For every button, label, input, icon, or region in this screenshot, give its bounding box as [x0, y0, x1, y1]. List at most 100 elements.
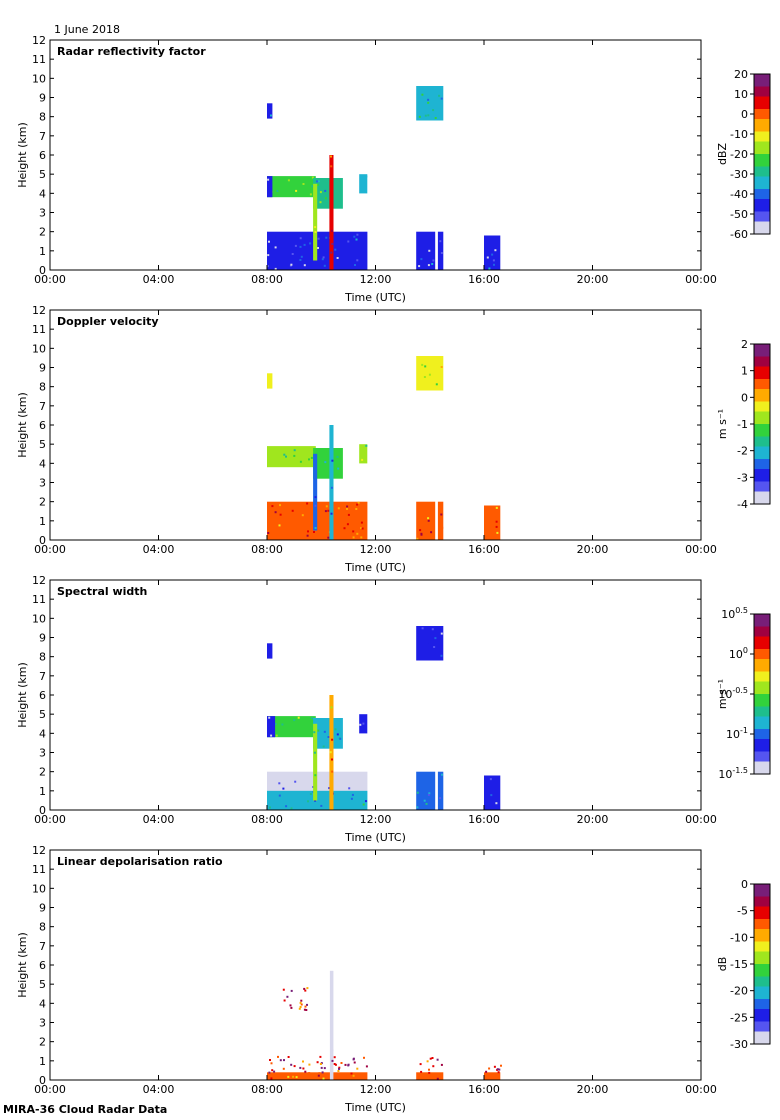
colorbar-segment [754, 761, 770, 765]
colorbar-segment [754, 391, 770, 395]
echo-region [313, 448, 343, 479]
echo-pixel [293, 719, 296, 722]
colorbar-segment [754, 1006, 770, 1010]
echo-texture [270, 1072, 359, 1080]
echo-pixel [319, 1063, 322, 1065]
y-tick-label: 3 [39, 1017, 46, 1030]
colorbar-segment [754, 106, 770, 110]
echo-pixel [360, 521, 363, 524]
colorbar-segment [754, 134, 770, 138]
echo-pixel [309, 793, 312, 796]
colorbar-segment [754, 954, 770, 958]
echo-region [416, 1072, 444, 1080]
x-tick-label: 00:00 [685, 813, 717, 826]
echo-pixel [299, 460, 302, 463]
colorbar-segment [754, 99, 770, 103]
y-tick-label: 6 [39, 419, 46, 432]
colorbar-segment [754, 909, 770, 913]
y-tick-label: 11 [32, 53, 46, 66]
colorbar-segment [754, 361, 770, 365]
echo-pixel [306, 987, 309, 990]
colorbar-segment [754, 996, 770, 1000]
colorbar-segment [754, 1029, 770, 1033]
echo-pixel [323, 1067, 326, 1070]
colorbar-segment [754, 734, 770, 738]
echo-pixel [275, 791, 278, 794]
x-tick-label: 08:00 [251, 813, 283, 826]
echo-pixel [317, 250, 320, 252]
colorbar-segment [754, 491, 770, 495]
echo-texture [272, 449, 313, 463]
colorbar-segment [754, 884, 770, 888]
echo-pixel [493, 1065, 496, 1068]
colorbar-segment [754, 719, 770, 723]
y-tick-label: 3 [39, 477, 46, 490]
echo-texture [491, 1073, 494, 1075]
echo-pixel [337, 507, 340, 510]
colorbar-segment [754, 131, 770, 135]
colorbar-segment [754, 159, 770, 163]
echo-pixel [417, 1073, 420, 1076]
echo-region [416, 356, 444, 391]
echo-pixel [355, 238, 358, 241]
colorbar-segment [754, 754, 770, 758]
echo-pixel [289, 1004, 292, 1007]
echo-pixel [338, 1067, 340, 1070]
echo-pixel [331, 242, 334, 245]
echo-pixel [267, 254, 270, 257]
echo-pixel [272, 241, 275, 244]
y-tick-label: 4 [39, 727, 46, 740]
echo-pixel [359, 723, 362, 726]
echo-pixel [304, 1070, 307, 1073]
echo-pixel [424, 114, 427, 117]
echo-pixel [299, 251, 302, 253]
echo-pixel [292, 460, 295, 463]
echo-pixel [317, 729, 320, 732]
echo-texture [486, 506, 499, 535]
colorbar-segment [754, 664, 770, 668]
echo-pixel [268, 240, 270, 243]
echo-pixel [316, 180, 319, 183]
echo-pixel [313, 214, 316, 217]
colorbar-segment [754, 154, 770, 158]
echo-pixel [363, 183, 366, 186]
echo-pixel [270, 734, 273, 737]
echo-pixel [293, 1065, 296, 1068]
x-tick-label: 12:00 [360, 813, 392, 826]
colorbar-segment [754, 161, 770, 165]
colorbar-segment [754, 431, 770, 435]
echo-texture [330, 996, 334, 1052]
echo-texture [416, 357, 443, 386]
y-tick-label: 11 [32, 863, 46, 876]
echo-pixel [331, 770, 334, 773]
echo-pixel [336, 785, 339, 788]
colorbar-segment [754, 89, 770, 93]
colorbar-segment [754, 76, 770, 80]
echo-pixel [440, 654, 443, 657]
echo-pixel [285, 805, 288, 808]
echo-pixel [365, 175, 368, 178]
echo-pixel [334, 470, 337, 473]
colorbar-segment [754, 979, 770, 983]
echo-pixel [346, 505, 349, 508]
echo-region [313, 183, 318, 261]
colorbar-segment [754, 994, 770, 998]
echo-pixel [324, 510, 327, 513]
echo-region [329, 970, 334, 1081]
echo-pixel [316, 531, 319, 534]
echo-pixel [323, 730, 326, 733]
echo-pixel [424, 365, 427, 368]
echo-pixel [286, 502, 289, 505]
colorbar-segment [754, 164, 770, 168]
colorbar-segment [754, 401, 770, 405]
echo-pixel [353, 235, 356, 238]
echo-pixel [323, 264, 326, 267]
colorbar-segment [754, 414, 770, 418]
echo-pixel [299, 245, 302, 248]
x-tick-label: 16:00 [468, 543, 500, 556]
echo-pixel [496, 531, 499, 534]
echo-pixel [329, 751, 332, 754]
echo-pixel [354, 264, 356, 266]
echo-pixel [349, 773, 352, 776]
panel-title: Radar reflectivity factor [57, 45, 206, 58]
